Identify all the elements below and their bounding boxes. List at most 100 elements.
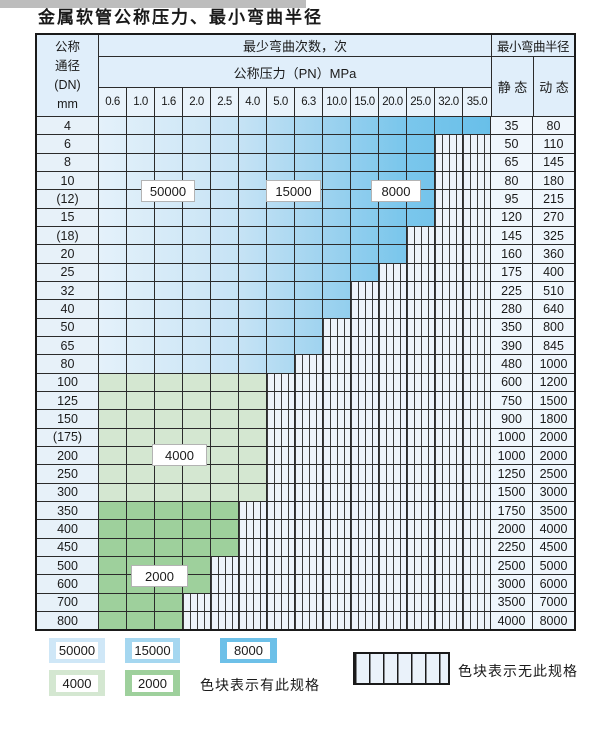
table-row: 40 280 640 [37, 300, 574, 319]
no-spec-hatch [267, 428, 491, 446]
available-spec-fill [99, 501, 239, 520]
available-spec-fill [99, 153, 435, 171]
static-radius-cell: 350 [491, 318, 533, 336]
dynamic-radius-cell: 215 [533, 190, 574, 208]
legend-swatch-label: 8000 [227, 642, 270, 659]
page-title: 金属软管公称压力、最小弯曲半径 [38, 8, 323, 28]
table-row: 65 390 845 [37, 336, 574, 356]
static-radius-cell: 95 [491, 190, 533, 208]
available-spec-fill [99, 318, 323, 336]
radius-header: 最小弯曲半径 [492, 35, 574, 57]
dn-header-line: mm [57, 96, 78, 111]
static-radius-cell: 65 [491, 153, 533, 171]
static-radius-cell: 1000 [491, 428, 533, 446]
static-radius-cell: 225 [491, 281, 533, 300]
table-row: 6 50 110 [37, 135, 574, 154]
pressure-col-header: 4.0 [239, 88, 267, 116]
dn-header-cell: 公称 通径 (DN) mm [37, 35, 99, 116]
no-spec-hatch [435, 208, 491, 226]
pressure-cells-strip [99, 538, 491, 556]
dynamic-radius-cell: 7000 [533, 593, 574, 611]
dn-cell: 400 [37, 520, 99, 538]
pressure-cells-strip [99, 593, 491, 611]
available-spec-fill [99, 226, 407, 245]
legend-swatch-8000: 8000 [220, 638, 277, 663]
available-spec-fill [99, 538, 239, 556]
dynamic-radius-cell: 145 [533, 153, 574, 171]
pressure-col-header: 2.0 [183, 88, 211, 116]
pressure-column-headers: 0.6 1.0 1.6 2.0 2.5 4.0 5.0 6.3 10.0 15.0 20.0 25.0… [99, 88, 491, 116]
table-row: 250 1250 2500 [37, 465, 574, 484]
table-row: 200 1000 2000 [37, 446, 574, 466]
pressure-cells-strip [99, 318, 491, 336]
legend-swatch-label: 50000 [56, 642, 98, 659]
pressure-col-header: 0.6 [99, 88, 127, 116]
pressure-cells-strip [99, 483, 491, 501]
dn-cell: 150 [37, 410, 99, 428]
pressure-cells-strip [99, 153, 491, 171]
cycle-count-label: 50000 [141, 180, 195, 202]
dn-cell: 500 [37, 556, 99, 575]
dn-cell: (12) [37, 190, 99, 208]
no-spec-hatch [239, 501, 491, 520]
pressure-col-header: 1.0 [127, 88, 155, 116]
available-spec-fill [99, 245, 407, 263]
radius-header-group: 最小弯曲半径 静 态 动 态 [491, 35, 574, 116]
legend-hatch-swatch [353, 652, 450, 685]
no-spec-hatch [267, 465, 491, 483]
static-radius-cell: 480 [491, 355, 533, 373]
table-row: 25 175 400 [37, 263, 574, 282]
pressure-cells-strip [99, 245, 491, 263]
pressure-cells-strip [99, 520, 491, 538]
table-row: 600 3000 6000 [37, 575, 574, 594]
no-spec-hatch [323, 336, 491, 355]
dn-cell: 250 [37, 465, 99, 483]
available-spec-fill [99, 336, 323, 355]
no-spec-hatch [267, 446, 491, 465]
dn-cell: 100 [37, 373, 99, 391]
dynamic-radius-cell: 110 [533, 135, 574, 153]
no-spec-hatch [295, 355, 491, 373]
static-radius-cell: 600 [491, 373, 533, 391]
available-spec-fill [99, 520, 239, 538]
dynamic-radius-cell: 1000 [533, 355, 574, 373]
pressure-cells-strip [99, 281, 491, 300]
static-radius-cell: 2500 [491, 556, 533, 575]
dn-cell: 80 [37, 355, 99, 373]
pressure-cells-strip [99, 556, 491, 575]
dn-cell: 600 [37, 575, 99, 593]
no-spec-hatch [435, 135, 491, 153]
static-header-cell: 静 态 [492, 57, 534, 116]
table-row: 125 750 1500 [37, 391, 574, 411]
dynamic-radius-cell: 3000 [533, 483, 574, 501]
pressure-col-header: 2.5 [211, 88, 239, 116]
static-radius-cell: 80 [491, 171, 533, 190]
dynamic-radius-cell: 2500 [533, 465, 574, 483]
cycle-count-label: 2000 [131, 565, 188, 587]
table-header: 公称 通径 (DN) mm 最少弯曲次数，次 公称压力（PN）MPa 0.6 1.… [37, 35, 574, 117]
available-spec-fill [99, 410, 267, 428]
table-row: (175) 1000 2000 [37, 428, 574, 447]
pressure-col-header: 15.0 [351, 88, 379, 116]
static-radius-cell: 1500 [491, 483, 533, 501]
dynamic-radius-cell: 5000 [533, 556, 574, 575]
legend-swatch-label: 4000 [56, 674, 98, 692]
static-radius-cell: 280 [491, 300, 533, 318]
dn-cell: 450 [37, 538, 99, 556]
static-radius-cell: 2250 [491, 538, 533, 556]
available-spec-fill [99, 611, 183, 630]
static-radius-cell: 160 [491, 245, 533, 263]
no-spec-hatch [435, 190, 491, 208]
dn-cell: 20 [37, 245, 99, 263]
no-spec-hatch [379, 263, 491, 281]
static-radius-cell: 175 [491, 263, 533, 281]
static-radius-cell: 900 [491, 410, 533, 428]
dn-header-line: 公称 [54, 39, 80, 54]
available-spec-fill [99, 263, 379, 281]
static-radius-cell: 35 [491, 117, 533, 135]
dynamic-radius-cell: 2000 [533, 446, 574, 465]
available-spec-fill [99, 300, 351, 318]
dn-cell: 32 [37, 281, 99, 300]
legend-swatch-50000: 50000 [49, 638, 105, 663]
pressure-cells-strip [99, 263, 491, 281]
